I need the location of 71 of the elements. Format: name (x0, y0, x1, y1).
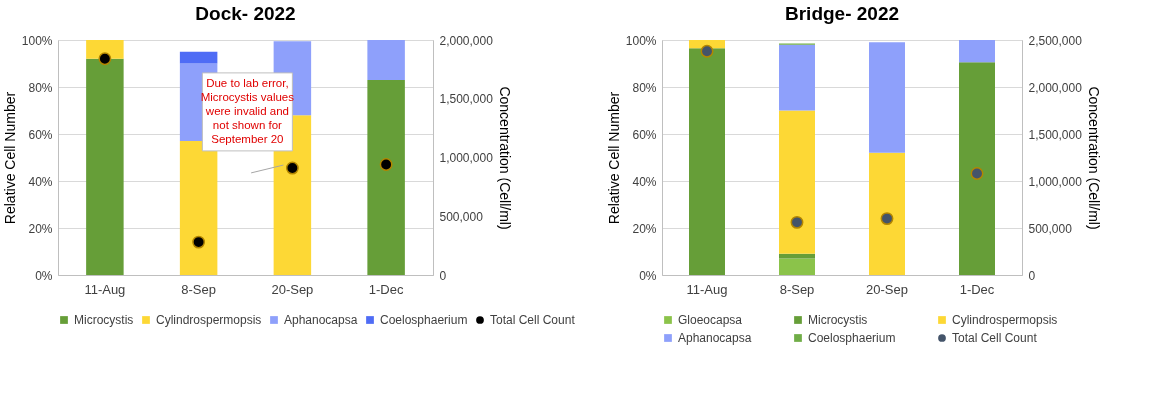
bar (959, 62, 995, 275)
chart-title: Dock- 2022 (195, 3, 296, 24)
point (700, 44, 714, 58)
legend-label: Cylindrospermopsis (156, 313, 262, 327)
x-tick-label: 11-Aug (686, 281, 728, 297)
x-tick-label: 1-Dec (368, 281, 404, 297)
legend-label: Aphanocapsa (284, 313, 358, 327)
y-tick-label: 60% (28, 127, 53, 142)
bar (689, 48, 725, 275)
x-tick-label: 11-Aug (84, 281, 126, 297)
point (970, 167, 984, 180)
bar (779, 44, 815, 111)
bar (367, 79, 405, 275)
point (790, 215, 804, 229)
x-tick-label: 1-Dec (959, 281, 995, 297)
y2-tick-label: 1,500,000 (1028, 127, 1083, 142)
y-tick-label: 20% (28, 221, 53, 236)
point (285, 161, 299, 175)
bar (779, 253, 815, 259)
y2-tick-label: 1,000,000 (439, 151, 494, 165)
y-tick-label: 0% (639, 268, 657, 283)
x-tick-label: 8-Sep (779, 281, 815, 297)
bar (86, 58, 124, 275)
y-tick-label: 0% (35, 268, 53, 283)
legend-label: Cylindrospermopsis (952, 313, 1058, 327)
y-tick-label: 60% (632, 127, 657, 142)
x-tick-label: 8-Sep (181, 281, 216, 297)
y-tick-label: 100% (625, 33, 657, 48)
bar (959, 40, 995, 63)
legend-label: Microcystis (808, 313, 868, 327)
y2-tick-label: 0 (439, 268, 447, 283)
y-tick-label: 80% (28, 80, 53, 95)
bar (179, 51, 218, 64)
legend-label: Total Cell Count (952, 331, 1038, 345)
bar (779, 258, 815, 275)
point (98, 52, 112, 66)
legend-label: Aphanocapsa (678, 331, 752, 345)
legend-label: Coelosphaerium (380, 313, 468, 327)
x-tick-label: 20-Sep (866, 281, 908, 297)
y2-tick-label: 500,000 (1028, 221, 1073, 236)
y2-tick-label: 2,000,000 (439, 33, 494, 48)
bar (869, 42, 905, 153)
y2-tick-label: 2,500,000 (1028, 33, 1083, 48)
legend-label: Microcystis (74, 313, 134, 327)
annotation: Due to lab error, Microcystis values were invalid and not shown for September 20 (200, 76, 295, 145)
legend-label: Gloeocapsa (678, 313, 743, 327)
y2-axis-title: Concentration (Cell/ml) (1085, 86, 1102, 230)
bar (86, 40, 124, 59)
y-tick-label: 40% (632, 174, 657, 189)
y-tick-label: 40% (28, 174, 53, 189)
y-tick-label: 80% (632, 80, 657, 95)
y2-tick-label: 500,000 (439, 209, 484, 224)
point (379, 158, 393, 171)
x-tick-label: 20-Sep (271, 281, 314, 297)
y2-tick-label: 2,000,000 (1028, 80, 1083, 95)
point (192, 235, 206, 249)
legend-label: Total Cell Count (490, 313, 576, 327)
y2-axis-title: Concentration (Cell/ml) (496, 86, 513, 230)
y2-tick-label: 1,000,000 (1028, 174, 1083, 189)
bar (869, 152, 905, 275)
y2-tick-label: 1,500,000 (439, 92, 494, 107)
y-tick-label: 100% (21, 33, 53, 48)
point (880, 212, 894, 226)
bar (367, 40, 405, 80)
y-axis-title: Relative Cell Number (605, 91, 622, 225)
y-axis-title: Relative Cell Number (1, 91, 18, 225)
legend-label: Coelosphaerium (808, 331, 896, 345)
chart-title: Bridge- 2022 (784, 3, 900, 24)
y2-tick-label: 0 (1028, 268, 1036, 283)
y-tick-label: 20% (632, 221, 657, 236)
bar (779, 110, 815, 254)
